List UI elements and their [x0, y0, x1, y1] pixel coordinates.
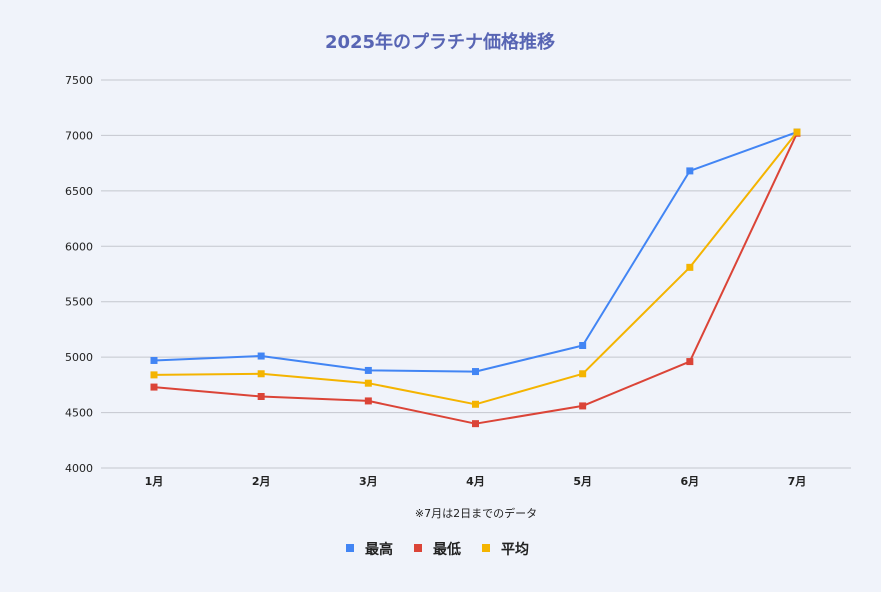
data-point [472, 420, 479, 428]
legend-label: 最高 [365, 541, 393, 558]
data-point [686, 263, 694, 271]
data-point [686, 167, 694, 175]
y-tick-label: 5000 [65, 351, 93, 364]
x-tick-label: 6月 [681, 475, 700, 488]
x-tick-label: 4月 [466, 475, 485, 488]
gridlines [101, 79, 851, 469]
y-tick-label: 7000 [65, 129, 93, 142]
data-point [472, 400, 479, 408]
series-line [153, 132, 798, 425]
chart-title: 2025年のプラチナ価格推移 [325, 31, 555, 53]
chart-note: ※7月は2日までのデータ [415, 506, 537, 520]
legend-label: 平均 [501, 541, 529, 558]
x-tick-label: 1月 [145, 475, 164, 488]
data-point [579, 342, 587, 350]
legend-label: 最低 [433, 541, 461, 558]
data-point [150, 383, 158, 391]
y-axis-ticks: 4000 4500 5000 5500 6000 6500 7000 7500 [65, 74, 93, 475]
x-tick-label: 5月 [573, 475, 592, 488]
series-3 [150, 128, 801, 408]
y-tick-label: 4500 [65, 407, 93, 420]
series-line [153, 131, 798, 406]
data-point [686, 358, 694, 366]
x-tick-label: 2月 [252, 475, 271, 488]
y-tick-label: 4000 [65, 462, 93, 475]
data-point [150, 371, 158, 379]
data-point [579, 370, 587, 378]
data-point [793, 128, 801, 136]
data-point [579, 402, 587, 410]
y-tick-label: 7500 [65, 74, 93, 87]
legend-swatch [414, 544, 422, 552]
legend-item: 最低 [414, 541, 461, 558]
data-point [472, 368, 479, 376]
data-point [257, 370, 265, 378]
legend-swatch [346, 544, 354, 552]
legend-item: 最高 [346, 541, 393, 558]
data-point [150, 356, 158, 364]
legend: 最高 最低 平均 [346, 541, 529, 558]
series-2 [150, 129, 801, 428]
x-tick-label: 3月 [359, 475, 378, 488]
y-tick-label: 5500 [65, 296, 93, 309]
data-point [364, 397, 372, 405]
data-point [257, 352, 265, 360]
y-tick-label: 6500 [65, 185, 93, 198]
series-lines [150, 128, 801, 428]
legend-swatch [482, 544, 490, 552]
data-point [364, 379, 372, 387]
x-axis-ticks: 1月 2月 3月 4月 5月 6月 7月 [145, 475, 807, 488]
legend-item: 平均 [482, 541, 529, 558]
data-point [257, 392, 265, 400]
series-line [153, 131, 798, 373]
y-tick-label: 6000 [65, 240, 93, 253]
x-tick-label: 7月 [788, 475, 807, 488]
data-point [364, 366, 372, 374]
